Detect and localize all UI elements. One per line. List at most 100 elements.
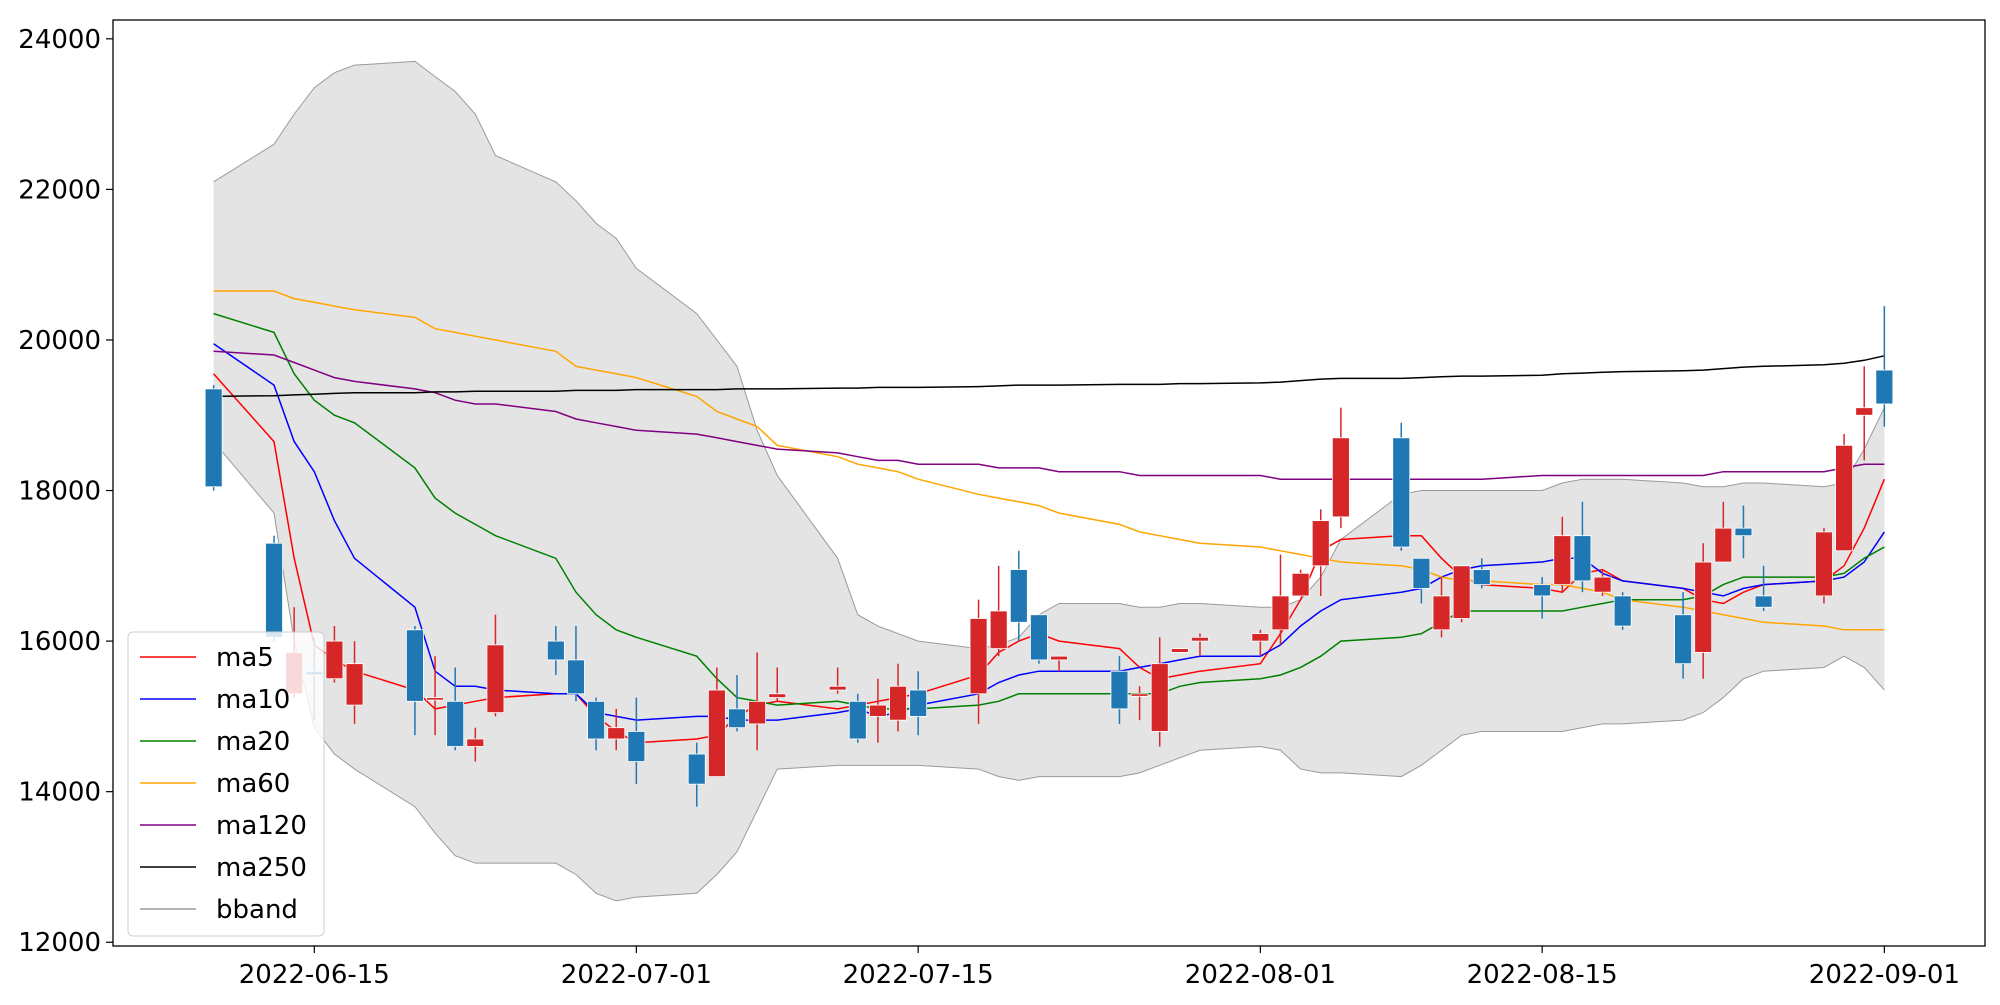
candle-body — [1170, 648, 1189, 653]
candle — [1613, 592, 1632, 630]
candle-body — [1130, 693, 1149, 697]
candle-body — [1553, 535, 1572, 586]
legend-box — [127, 631, 325, 937]
x-tick-label: 2022-07-15 — [843, 960, 994, 990]
legend-label: ma20 — [216, 727, 290, 757]
candle — [446, 667, 465, 751]
bollinger-band-layer — [213, 60, 1885, 902]
candle — [546, 626, 565, 675]
legend-item: bband — [140, 895, 298, 925]
ma120-line — [213, 350, 1885, 480]
candle-body — [567, 659, 585, 695]
ma250-line — [213, 355, 1885, 398]
candle — [1472, 558, 1491, 589]
candle-body — [1009, 569, 1028, 623]
y-tick-label: 20000 — [18, 326, 101, 356]
candle-body — [1150, 663, 1169, 732]
candle-body — [345, 663, 364, 706]
y-tick-label: 24000 — [18, 25, 101, 55]
candle — [828, 667, 847, 694]
candle — [889, 663, 907, 732]
candle — [1291, 569, 1310, 597]
plot-frame — [112, 19, 1986, 947]
legend-label: ma5 — [216, 643, 274, 673]
bband-upper-line — [213, 60, 1885, 650]
candle-body — [587, 700, 605, 740]
legend-label: ma250 — [216, 853, 307, 883]
candle-body — [848, 700, 867, 740]
y-tick-label: 14000 — [18, 778, 101, 808]
candle — [607, 708, 626, 751]
candle-body — [1412, 557, 1431, 589]
candle-body — [1110, 670, 1129, 710]
x-tick-label: 2022-08-15 — [1467, 960, 1618, 990]
candle — [1835, 434, 1853, 552]
candle — [1674, 592, 1692, 679]
y-tick-label: 22000 — [18, 175, 101, 205]
candle-body — [265, 542, 283, 638]
candle — [426, 656, 444, 736]
candle — [1412, 557, 1431, 604]
candle-body — [969, 618, 988, 695]
ma60-line — [213, 290, 1885, 631]
candle — [1694, 543, 1713, 679]
candle-body — [1734, 527, 1753, 537]
candle — [1251, 629, 1270, 657]
candle-body — [748, 700, 767, 725]
candle-body — [1714, 527, 1733, 563]
candle-body — [828, 685, 847, 691]
candle — [1875, 306, 1894, 427]
candle-body — [1392, 437, 1411, 548]
candle — [1050, 655, 1068, 672]
candle-body — [768, 693, 787, 698]
candle — [707, 667, 726, 778]
candle — [1815, 528, 1833, 604]
candle-body — [1030, 614, 1048, 661]
candle-body — [728, 708, 746, 729]
candle-body — [1875, 369, 1894, 405]
candle — [1573, 501, 1592, 593]
candle-body — [1835, 444, 1853, 552]
candle-body — [989, 610, 1008, 650]
candle-body — [1452, 565, 1471, 619]
candle — [406, 626, 424, 736]
candle-body — [1251, 633, 1270, 642]
y-tick-label: 12000 — [18, 928, 101, 958]
bband-lower-line — [213, 441, 1885, 902]
legend: ma5 ma10 ma20 ma60 ma120 ma250 bband — [127, 631, 325, 937]
x-tick-label: 2022-07-01 — [561, 960, 712, 990]
candle-body — [1432, 595, 1451, 631]
candle — [587, 697, 605, 751]
candle — [325, 626, 344, 683]
candle-body — [1754, 595, 1773, 608]
candle — [1452, 565, 1471, 623]
legend-item: ma5 — [140, 643, 274, 673]
candle — [1432, 577, 1451, 638]
y-tick-label: 18000 — [18, 477, 101, 507]
candle — [1714, 501, 1733, 563]
candle — [1030, 614, 1048, 664]
candle-body — [1613, 595, 1632, 627]
candle-body — [889, 685, 907, 721]
candle-body — [1291, 572, 1310, 597]
x-tick-label: 2022-08-01 — [1185, 960, 1336, 990]
candle-body — [1815, 531, 1833, 597]
candle-body — [1533, 584, 1552, 597]
candle-body — [426, 697, 444, 701]
candle — [466, 727, 485, 762]
candle-body — [1472, 569, 1491, 586]
candle — [1130, 686, 1149, 721]
candle-body — [446, 700, 465, 747]
candle-body — [1573, 535, 1592, 582]
candle — [1271, 554, 1290, 645]
candle-body — [1050, 655, 1068, 661]
candle — [728, 674, 746, 732]
candle — [748, 652, 767, 751]
legend-item: ma250 — [140, 853, 307, 883]
legend-item: ma120 — [140, 811, 307, 841]
candle — [768, 667, 787, 702]
candle — [1110, 656, 1129, 724]
candle — [848, 693, 867, 743]
candle — [687, 742, 706, 807]
